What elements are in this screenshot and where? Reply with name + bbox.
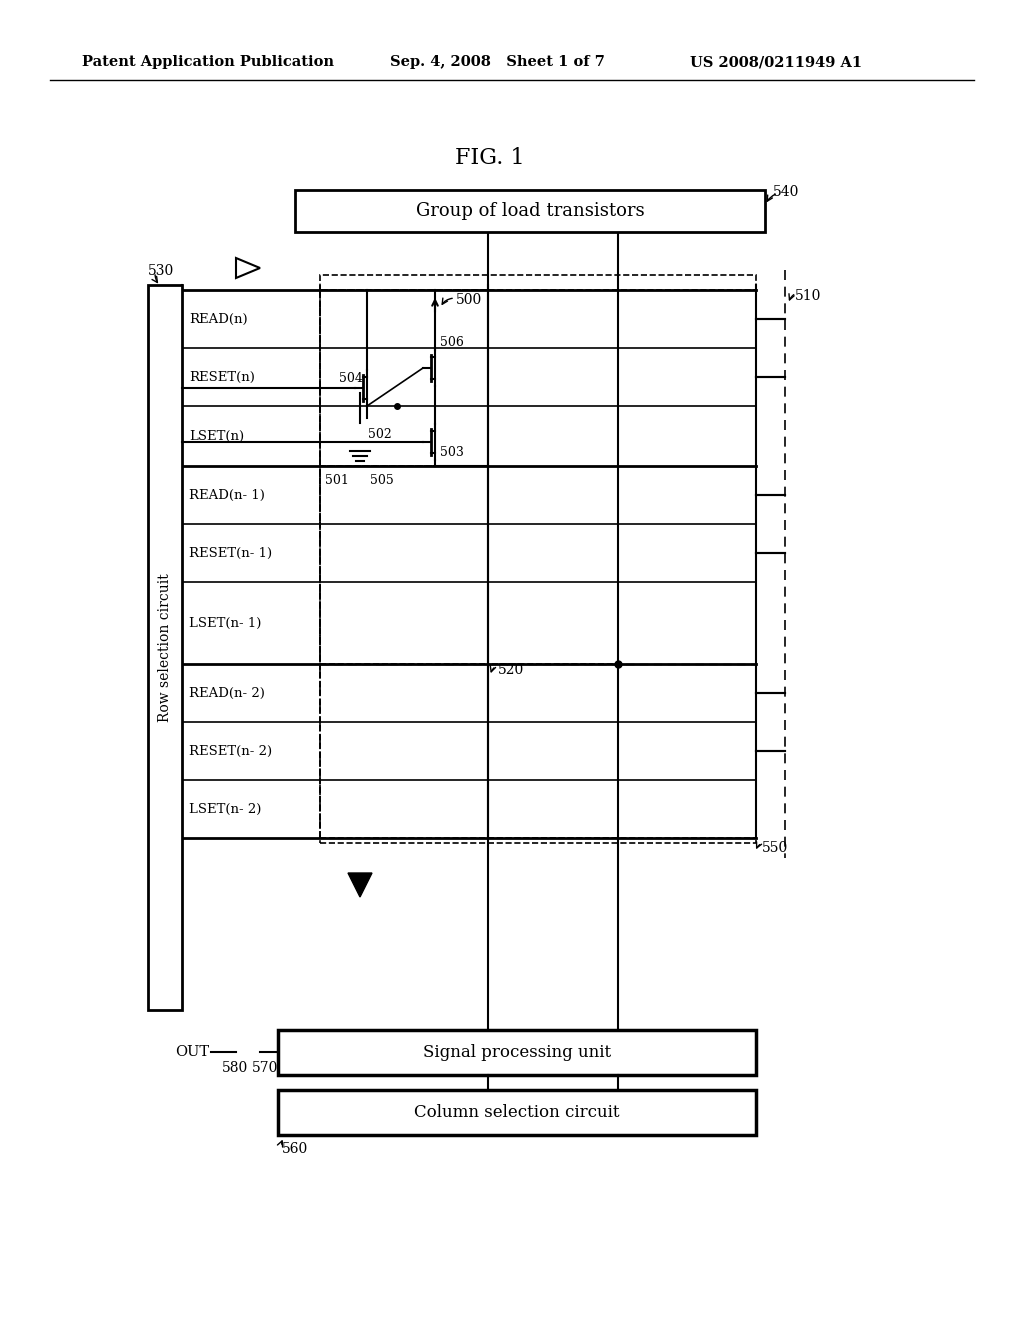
Text: 580: 580: [222, 1061, 248, 1074]
Text: 570: 570: [252, 1061, 279, 1074]
Bar: [319, 290, 488, 466]
Bar: [295, 190, 765, 232]
Text: RESET(n- 1): RESET(n- 1): [189, 546, 272, 560]
Text: US 2008/0211949 A1: US 2008/0211949 A1: [690, 55, 862, 69]
Bar: [319, 466, 488, 664]
Text: OUT: OUT: [175, 1045, 209, 1059]
Text: 504: 504: [339, 371, 362, 384]
Bar: [148, 285, 182, 1010]
Text: Patent Application Publication: Patent Application Publication: [82, 55, 334, 69]
Text: Sep. 4, 2008   Sheet 1 of 7: Sep. 4, 2008 Sheet 1 of 7: [390, 55, 605, 69]
Text: 510: 510: [795, 289, 821, 304]
Text: Group of load transistors: Group of load transistors: [416, 202, 644, 220]
Text: READ(n- 1): READ(n- 1): [189, 488, 265, 502]
Text: LSET(n- 1): LSET(n- 1): [189, 616, 261, 630]
Text: RESET(n): RESET(n): [189, 371, 255, 384]
Text: 506: 506: [440, 337, 464, 350]
Bar: [319, 275, 756, 843]
Text: 560: 560: [282, 1142, 308, 1156]
Bar: [278, 1030, 756, 1074]
Text: 540: 540: [773, 185, 800, 199]
Text: 502: 502: [368, 429, 392, 441]
Text: 550: 550: [762, 841, 788, 855]
Text: RESET(n- 2): RESET(n- 2): [189, 744, 272, 758]
Bar: [488, 664, 618, 838]
Text: 503: 503: [440, 446, 464, 458]
Text: 530: 530: [148, 264, 174, 279]
Text: FIG. 1: FIG. 1: [456, 147, 525, 169]
Text: READ(n- 2): READ(n- 2): [189, 686, 265, 700]
Text: Column selection circuit: Column selection circuit: [415, 1104, 620, 1121]
Text: Signal processing unit: Signal processing unit: [423, 1044, 611, 1061]
Text: 520: 520: [498, 663, 524, 677]
Text: Row selection circuit: Row selection circuit: [158, 573, 172, 722]
Bar: [319, 290, 756, 838]
Polygon shape: [348, 873, 372, 898]
Text: LSET(n- 2): LSET(n- 2): [189, 803, 261, 816]
Text: 501: 501: [325, 474, 349, 487]
Bar: [278, 1090, 756, 1135]
Text: LSET(n): LSET(n): [189, 429, 244, 442]
Text: 505: 505: [370, 474, 394, 487]
Text: READ(n): READ(n): [189, 313, 248, 326]
Text: 500: 500: [456, 293, 482, 308]
